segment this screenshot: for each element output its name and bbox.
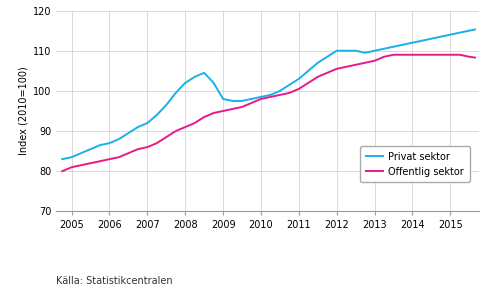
Offentlig sektor: [164, 135, 169, 139]
Offentlig sektor: [201, 115, 207, 119]
Privat sektor: [135, 125, 141, 129]
Offentlig sektor: [239, 105, 245, 109]
Offentlig sektor: [69, 165, 75, 169]
Offentlig sektor: [372, 59, 378, 63]
Privat sektor: [286, 83, 292, 87]
Privat sektor: [164, 103, 169, 107]
Privat sektor: [362, 51, 368, 55]
Privat sektor: [381, 47, 387, 50]
Offentlig sektor: [362, 61, 368, 65]
Privat sektor: [457, 31, 463, 34]
Privat sektor: [97, 143, 103, 147]
Offentlig sektor: [107, 157, 112, 161]
Privat sektor: [69, 155, 75, 159]
Offentlig sektor: [211, 111, 217, 115]
Privat sektor: [390, 45, 396, 49]
Offentlig sektor: [277, 93, 283, 97]
Offentlig sektor: [268, 95, 273, 99]
Privat sektor: [239, 99, 245, 103]
Offentlig sektor: [59, 169, 65, 173]
Privat sektor: [268, 93, 273, 97]
Offentlig sektor: [324, 71, 330, 75]
Legend: Privat sektor, Offentlig sektor: Privat sektor, Offentlig sektor: [360, 146, 469, 182]
Privat sektor: [324, 55, 330, 59]
Offentlig sektor: [78, 163, 84, 167]
Privat sektor: [154, 113, 160, 117]
Offentlig sektor: [466, 55, 472, 59]
Offentlig sektor: [258, 97, 264, 101]
Privat sektor: [107, 141, 112, 145]
Privat sektor: [419, 39, 425, 43]
Offentlig sektor: [343, 65, 349, 69]
Privat sektor: [182, 81, 188, 85]
Y-axis label: Index (2010=100): Index (2010=100): [19, 67, 29, 155]
Privat sektor: [220, 97, 226, 101]
Offentlig sektor: [220, 109, 226, 113]
Text: Källa: Statistikcentralen: Källa: Statistikcentralen: [56, 276, 173, 286]
Privat sektor: [353, 49, 358, 53]
Privat sektor: [315, 61, 321, 65]
Privat sektor: [258, 95, 264, 99]
Offentlig sektor: [87, 161, 93, 165]
Offentlig sektor: [457, 53, 463, 56]
Offentlig sektor: [472, 56, 478, 59]
Privat sektor: [372, 49, 378, 53]
Offentlig sektor: [334, 67, 340, 71]
Offentlig sektor: [381, 55, 387, 59]
Privat sektor: [429, 37, 435, 40]
Privat sektor: [78, 151, 84, 155]
Privat sektor: [192, 75, 198, 79]
Privat sektor: [126, 131, 132, 135]
Offentlig sektor: [353, 63, 358, 67]
Privat sektor: [230, 99, 236, 103]
Offentlig sektor: [315, 75, 321, 79]
Line: Offentlig sektor: Offentlig sektor: [62, 55, 475, 171]
Line: Privat sektor: Privat sektor: [62, 30, 475, 159]
Privat sektor: [466, 29, 472, 32]
Privat sektor: [305, 69, 311, 73]
Offentlig sektor: [192, 121, 198, 125]
Offentlig sektor: [135, 147, 141, 151]
Privat sektor: [144, 121, 150, 125]
Privat sektor: [472, 28, 478, 31]
Offentlig sektor: [296, 87, 302, 91]
Offentlig sektor: [182, 125, 188, 129]
Offentlig sektor: [419, 53, 425, 56]
Privat sektor: [59, 157, 65, 161]
Offentlig sektor: [390, 53, 396, 56]
Privat sektor: [211, 81, 217, 85]
Offentlig sektor: [429, 53, 435, 56]
Privat sektor: [334, 49, 340, 53]
Offentlig sektor: [286, 91, 292, 95]
Privat sektor: [277, 89, 283, 93]
Offentlig sektor: [248, 101, 254, 105]
Privat sektor: [343, 49, 349, 53]
Offentlig sektor: [154, 141, 160, 145]
Privat sektor: [438, 35, 444, 38]
Privat sektor: [400, 43, 406, 47]
Privat sektor: [116, 137, 122, 141]
Privat sektor: [447, 33, 453, 37]
Offentlig sektor: [400, 53, 406, 56]
Offentlig sektor: [144, 145, 150, 149]
Offentlig sektor: [173, 129, 179, 133]
Offentlig sektor: [126, 151, 132, 155]
Offentlig sektor: [409, 53, 415, 56]
Privat sektor: [173, 91, 179, 95]
Privat sektor: [201, 71, 207, 75]
Offentlig sektor: [116, 155, 122, 159]
Offentlig sektor: [447, 53, 453, 56]
Privat sektor: [409, 41, 415, 44]
Privat sektor: [248, 97, 254, 101]
Privat sektor: [296, 77, 302, 81]
Offentlig sektor: [305, 81, 311, 85]
Offentlig sektor: [230, 107, 236, 111]
Offentlig sektor: [97, 159, 103, 163]
Offentlig sektor: [438, 53, 444, 56]
Privat sektor: [87, 147, 93, 151]
